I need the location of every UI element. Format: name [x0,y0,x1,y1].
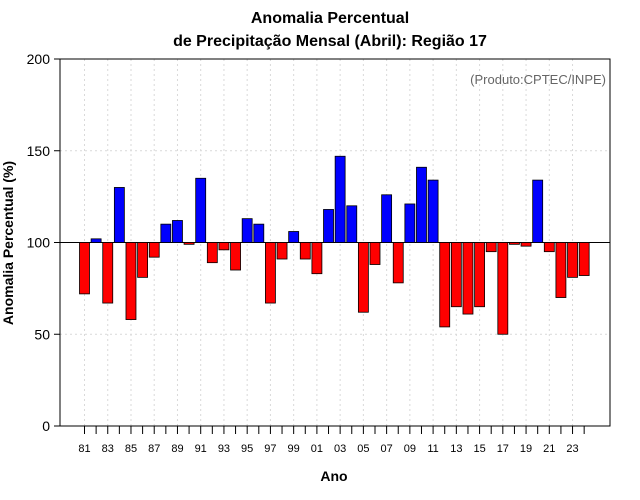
bar-03 [334,155,346,243]
bar-89 [172,220,183,243]
bar-95 [241,218,253,243]
bar-06 [369,242,381,265]
x-tick-label: 07 [380,443,392,455]
bar-87 [148,242,160,258]
bar-00 [299,242,311,260]
x-tick-label: 21 [543,443,555,455]
bar-85 [125,242,137,320]
product-credit: (Produto:CPTEC/INPE) [470,72,606,87]
bar-23 [567,242,578,278]
bar-04 [346,205,358,243]
y-axis-label: Anomalia Percentual (%) [0,161,16,325]
bar-07 [381,194,393,243]
bar-90 [183,242,195,245]
bar-20 [532,179,544,243]
bar-08 [392,242,404,284]
bar-10 [416,166,427,243]
y-tick-label: 150 [27,143,51,159]
x-tick-label: 91 [195,443,207,455]
bar-83 [102,242,114,304]
x-tick-label: 11 [427,443,438,455]
x-tick-label: 01 [311,443,323,455]
bar-02 [323,209,334,243]
x-tick-label: 23 [566,443,578,455]
bar-09 [404,203,416,243]
y-tick-label: 50 [34,326,50,342]
bar-12 [439,242,451,328]
bar-84 [113,187,125,243]
bar-93 [218,242,230,251]
bar-24 [578,242,590,276]
x-tick-label: 83 [102,443,114,455]
bar-01 [311,242,323,275]
x-tick-label: 89 [171,443,183,455]
y-tick-label: 0 [42,418,50,434]
x-tick-label: 95 [241,443,253,455]
bar-96 [253,223,265,243]
bar-82 [90,238,102,243]
x-tick-label: 05 [357,443,369,455]
bar-18 [509,242,520,245]
bar-81 [79,242,90,295]
bar-94 [230,242,241,271]
bar-97 [265,242,276,304]
x-tick-label: 13 [450,443,462,455]
bars [79,155,590,335]
y-tick-label: 200 [27,51,51,67]
x-tick-label: 03 [334,443,346,455]
x-tick-label: 99 [288,443,300,455]
bar-86 [137,242,149,278]
x-tick-label: 09 [404,443,416,455]
x-tick-label: 15 [473,443,485,455]
x-tick-label: 93 [218,443,230,455]
chart-title: Anomalia Percentual [251,10,409,27]
x-axis-label: Ano [320,468,347,484]
bar-91 [195,177,207,243]
bar-15 [474,242,485,308]
x-tick-label: 17 [497,443,509,455]
bar-16 [485,242,497,253]
bar-17 [497,242,509,335]
bar-88 [160,223,172,243]
bar-99 [288,231,300,243]
bar-05 [357,242,369,313]
bar-92 [206,242,218,264]
x-tick-label: 81 [78,443,90,455]
bar-14 [462,242,474,315]
bar-13 [450,242,462,308]
bar-11 [427,179,439,243]
y-axis: 0 50 100 150 200 [27,51,60,434]
x-tick-label: 87 [148,443,160,455]
x-tick-label: 97 [264,443,276,455]
x-tick-label: 19 [520,443,532,455]
chart-subtitle: de Precipitação Mensal (Abril): Região 1… [173,33,487,50]
x-axis: 81 83 85 87 89 91 93 95 97 99 01 03 05 07 09 11 13 15 17 19… [78,426,585,455]
bar-21 [543,242,555,253]
bar-22 [555,242,567,298]
x-tick-label: 85 [125,443,137,455]
bar-98 [276,242,288,260]
y-tick-label: 100 [27,235,51,251]
bar-19 [520,242,532,247]
